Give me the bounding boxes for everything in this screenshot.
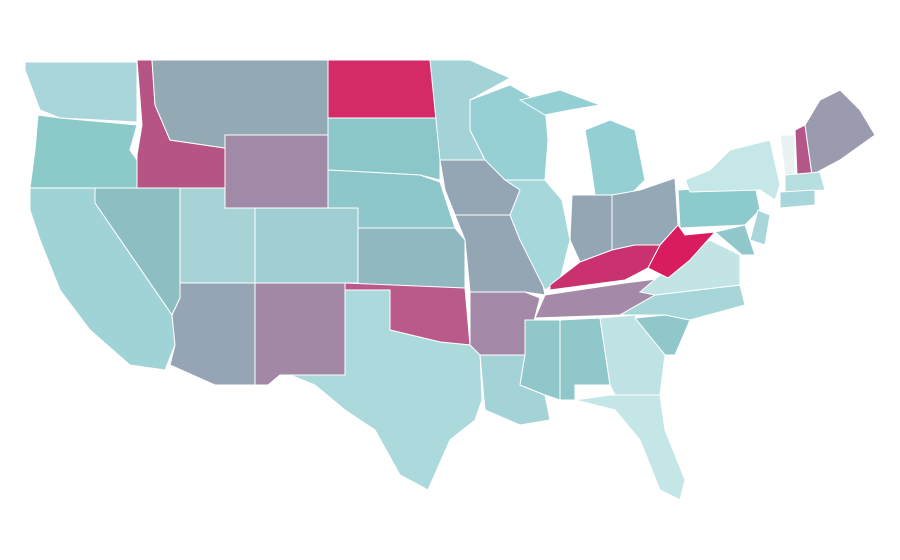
region bbox=[289, 289, 483, 491]
region bbox=[254, 207, 359, 284]
region bbox=[29, 187, 176, 371]
region bbox=[169, 282, 256, 386]
region bbox=[574, 394, 686, 501]
region bbox=[357, 227, 466, 289]
region bbox=[684, 139, 781, 201]
region bbox=[749, 209, 771, 246]
region bbox=[584, 119, 646, 196]
region bbox=[784, 171, 826, 193]
region bbox=[779, 189, 816, 209]
region bbox=[224, 134, 329, 209]
region bbox=[518, 89, 602, 116]
region bbox=[713, 224, 756, 256]
region bbox=[254, 282, 346, 386]
region bbox=[647, 224, 717, 279]
region bbox=[327, 117, 441, 181]
region bbox=[29, 114, 138, 189]
region bbox=[327, 59, 441, 119]
